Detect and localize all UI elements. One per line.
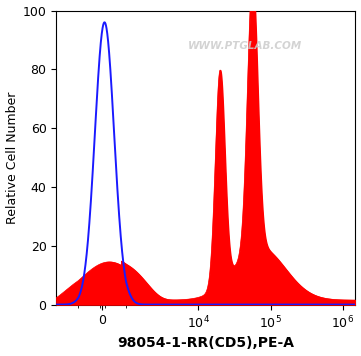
Text: WWW.PTGLAB.COM: WWW.PTGLAB.COM — [188, 41, 302, 51]
Y-axis label: Relative Cell Number: Relative Cell Number — [5, 91, 18, 224]
X-axis label: 98054-1-RR(CD5),PE-A: 98054-1-RR(CD5),PE-A — [117, 336, 294, 350]
